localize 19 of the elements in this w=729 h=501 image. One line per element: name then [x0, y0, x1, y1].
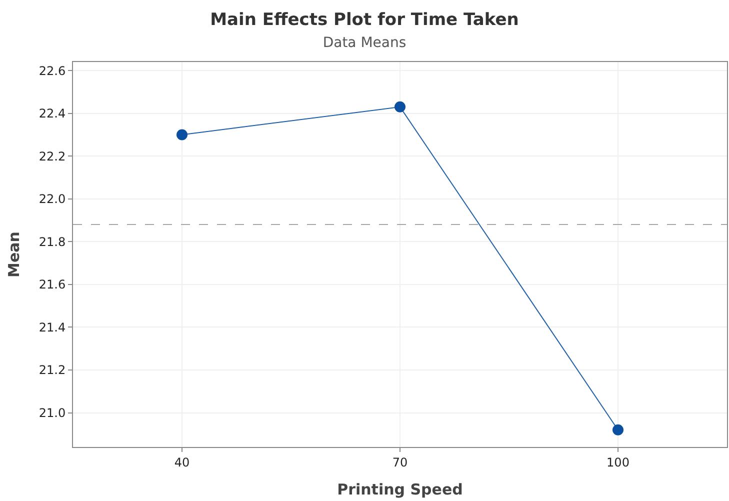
y-tick-label: 21.0	[38, 406, 66, 420]
y-tick-label: 22.6	[38, 64, 66, 78]
y-tick-label: 22.0	[38, 192, 66, 206]
y-tick-label: 22.2	[38, 149, 66, 164]
y-tick-label: 22.4	[38, 106, 66, 121]
x-axis-title: Printing Speed	[337, 480, 463, 498]
x-tick-label: 40	[174, 455, 190, 470]
point	[612, 424, 624, 436]
y-axis-title: Mean	[5, 232, 24, 278]
y-tick-label: 21.4	[38, 320, 66, 334]
y-tick-label: 21.6	[38, 278, 66, 292]
point	[176, 129, 188, 140]
chart-subtitle: Data Means	[322, 35, 406, 52]
y-tick-label: 21.2	[38, 363, 66, 378]
point	[394, 101, 406, 112]
x-tick-label: 70	[392, 455, 408, 470]
chart-title: Main Effects Plot for Time Taken	[210, 10, 519, 30]
x-tick-label: 100	[606, 455, 630, 470]
y-tick-label: 21.8	[38, 234, 66, 249]
